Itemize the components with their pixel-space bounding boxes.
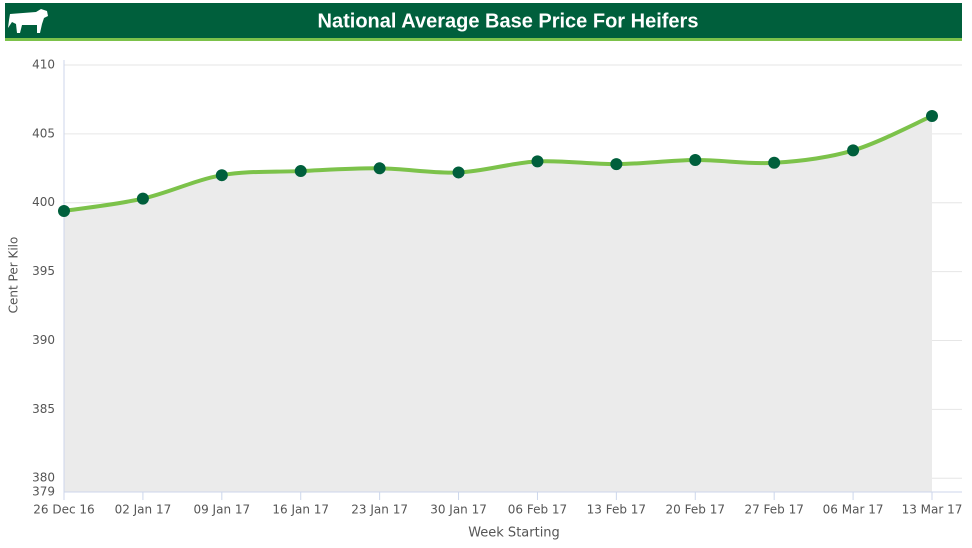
- y-tick-label: 379: [32, 485, 55, 499]
- marker: [452, 166, 465, 179]
- y-tick-label: 385: [32, 402, 55, 416]
- cow-icon: [8, 9, 48, 33]
- area: [64, 115, 932, 493]
- header-underline: [5, 38, 962, 41]
- x-tick-label: 09 Jan 17: [193, 503, 250, 517]
- y-tick-label: 400: [32, 195, 55, 209]
- marker: [531, 155, 544, 168]
- x-tick-label: 13 Mar 17: [902, 503, 963, 517]
- x-tick-label: 13 Feb 17: [587, 503, 646, 517]
- x-axis-label: Week Starting: [468, 526, 560, 541]
- line: [63, 114, 933, 213]
- marker: [136, 192, 149, 205]
- y-axis-label: Cent Per Kilo: [7, 237, 21, 314]
- x-tick-label: 30 Jan 17: [430, 503, 487, 517]
- x-tick-label: 06 Mar 17: [823, 503, 884, 517]
- x-tick-label: 27 Feb 17: [744, 503, 803, 517]
- x-tick-label: 02 Jan 17: [115, 503, 172, 517]
- y-tick-label: 405: [32, 126, 55, 140]
- marker: [215, 169, 228, 182]
- marker: [373, 162, 386, 175]
- x-tick-label: 20 Feb 17: [666, 503, 725, 517]
- header-bar: [5, 3, 962, 38]
- marker: [926, 109, 938, 122]
- marker: [58, 205, 70, 218]
- x-tick-label: 23 Jan 17: [351, 503, 408, 517]
- marker: [689, 154, 702, 167]
- x-tick-label: 26 Dec 16: [33, 503, 94, 517]
- x-tick-label: 16 Jan 17: [272, 503, 329, 517]
- x-tick-label: 06 Feb 17: [508, 503, 567, 517]
- y-tick-label: 410: [32, 58, 55, 72]
- marker: [847, 144, 860, 157]
- y-tick-label: 390: [32, 333, 55, 347]
- chart-title: National Average Base Price For Heifers: [318, 10, 699, 32]
- y-tick-label: 380: [32, 471, 55, 485]
- marker: [610, 158, 623, 171]
- marker: [294, 165, 307, 178]
- marker: [768, 156, 781, 169]
- y-tick-label: 395: [32, 264, 55, 278]
